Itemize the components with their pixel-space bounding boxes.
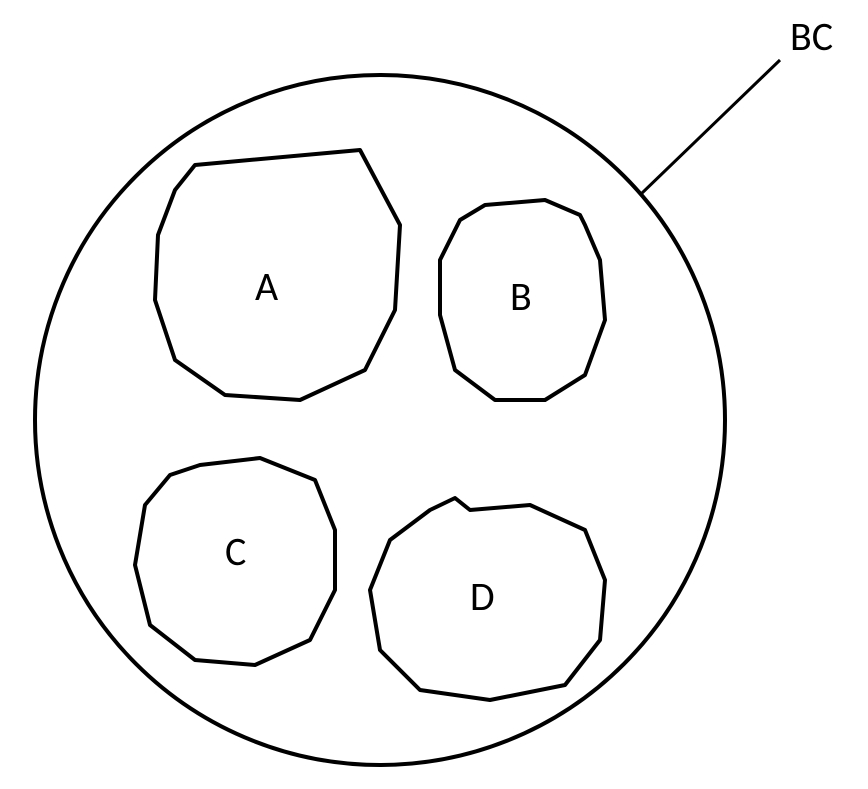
bc-leader-line	[640, 60, 780, 195]
diagram-canvas: BC A B C D	[0, 0, 868, 789]
region-a-label: A	[255, 262, 279, 311]
bc-label: BC	[790, 12, 833, 61]
region-b-label: B	[510, 272, 532, 321]
outer-boundary-circle	[35, 75, 725, 765]
region-c-label: C	[225, 527, 246, 576]
region-d-label: D	[470, 572, 495, 621]
